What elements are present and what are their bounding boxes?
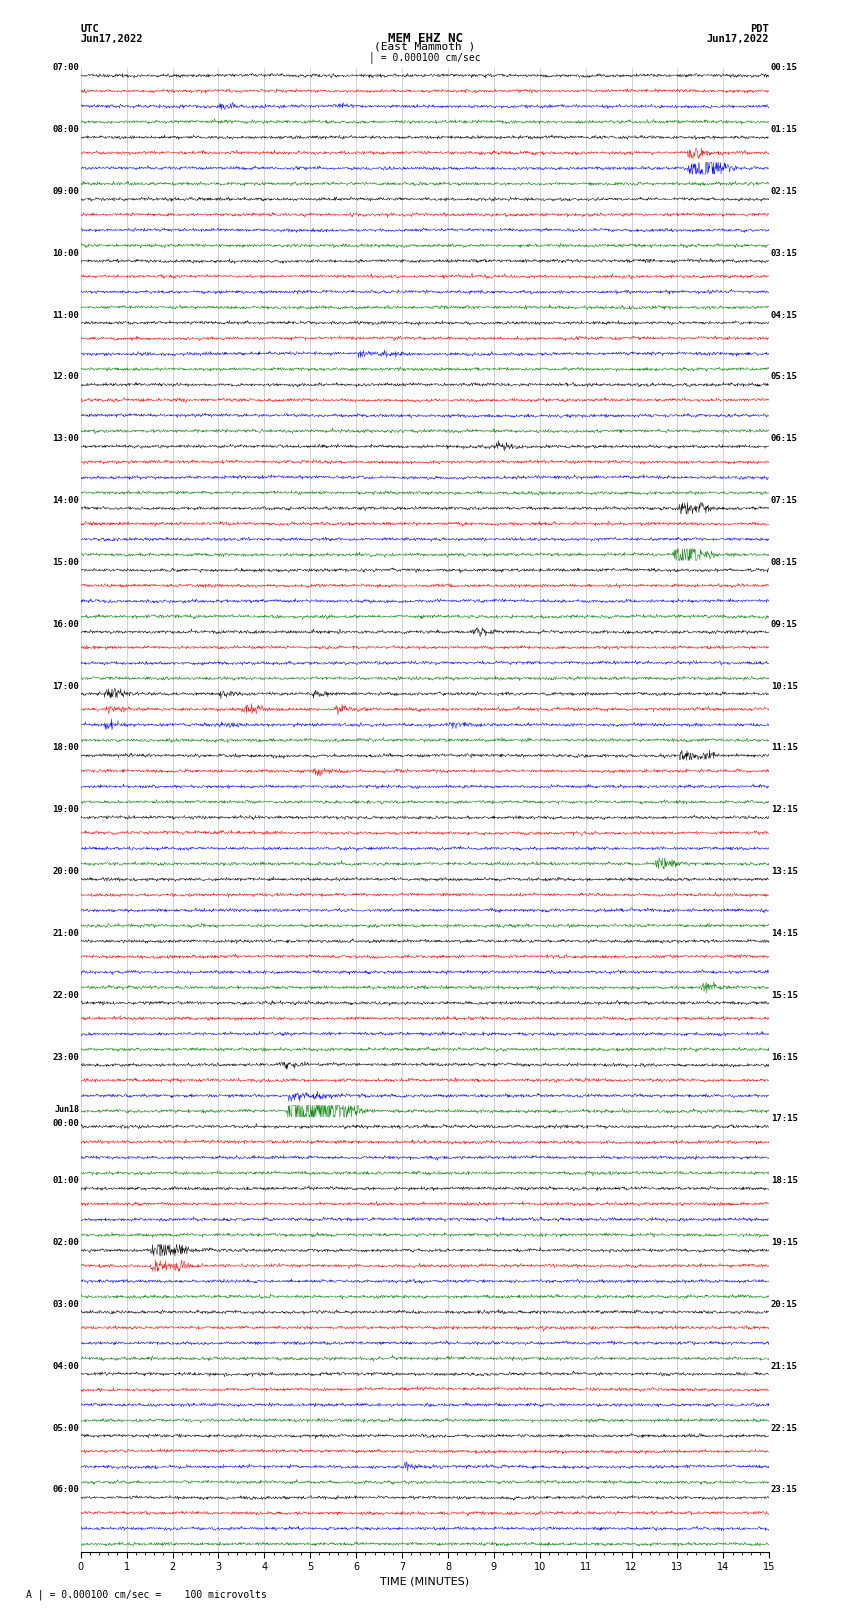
Text: 18:15: 18:15 xyxy=(771,1176,797,1186)
Text: 16:15: 16:15 xyxy=(771,1053,797,1061)
Text: 03:00: 03:00 xyxy=(53,1300,79,1308)
Text: PDT: PDT xyxy=(751,24,769,34)
Text: 22:15: 22:15 xyxy=(771,1424,797,1432)
Text: 13:15: 13:15 xyxy=(771,868,797,876)
Text: 09:15: 09:15 xyxy=(771,619,797,629)
Text: 17:00: 17:00 xyxy=(53,682,79,690)
Text: Jun17,2022: Jun17,2022 xyxy=(81,34,144,44)
Text: 09:00: 09:00 xyxy=(53,187,79,195)
Text: 21:15: 21:15 xyxy=(771,1361,797,1371)
Text: 20:15: 20:15 xyxy=(771,1300,797,1308)
Text: MEM EHZ NC: MEM EHZ NC xyxy=(388,32,462,45)
Text: 23:15: 23:15 xyxy=(771,1486,797,1494)
Text: 13:00: 13:00 xyxy=(53,434,79,444)
Text: 11:00: 11:00 xyxy=(53,311,79,319)
Text: 04:00: 04:00 xyxy=(53,1361,79,1371)
Text: 12:00: 12:00 xyxy=(53,373,79,381)
Text: 19:00: 19:00 xyxy=(53,805,79,815)
Text: 15:15: 15:15 xyxy=(771,990,797,1000)
Text: 11:15: 11:15 xyxy=(771,744,797,752)
Text: 10:15: 10:15 xyxy=(771,682,797,690)
Text: 02:00: 02:00 xyxy=(53,1239,79,1247)
Text: 23:00: 23:00 xyxy=(53,1053,79,1061)
Text: 00:15: 00:15 xyxy=(771,63,797,73)
Text: 01:15: 01:15 xyxy=(771,126,797,134)
Text: A | = 0.000100 cm/sec =    100 microvolts: A | = 0.000100 cm/sec = 100 microvolts xyxy=(26,1589,266,1600)
Text: 04:15: 04:15 xyxy=(771,311,797,319)
Text: 19:15: 19:15 xyxy=(771,1239,797,1247)
Text: 08:15: 08:15 xyxy=(771,558,797,566)
Text: 15:00: 15:00 xyxy=(53,558,79,566)
Text: 22:00: 22:00 xyxy=(53,990,79,1000)
Text: Jun17,2022: Jun17,2022 xyxy=(706,34,769,44)
Text: 00:00: 00:00 xyxy=(53,1119,79,1127)
Text: 07:00: 07:00 xyxy=(53,63,79,73)
Text: 08:00: 08:00 xyxy=(53,126,79,134)
Text: 18:00: 18:00 xyxy=(53,744,79,752)
Text: 05:15: 05:15 xyxy=(771,373,797,381)
Text: 06:15: 06:15 xyxy=(771,434,797,444)
Text: 05:00: 05:00 xyxy=(53,1424,79,1432)
Text: 02:15: 02:15 xyxy=(771,187,797,195)
Text: 03:15: 03:15 xyxy=(771,248,797,258)
Text: Jun18: Jun18 xyxy=(54,1105,79,1115)
Text: 10:00: 10:00 xyxy=(53,248,79,258)
Text: 07:15: 07:15 xyxy=(771,497,797,505)
Text: 01:00: 01:00 xyxy=(53,1176,79,1186)
Text: 16:00: 16:00 xyxy=(53,619,79,629)
Text: 21:00: 21:00 xyxy=(53,929,79,937)
Text: (East Mammoth ): (East Mammoth ) xyxy=(374,42,476,52)
X-axis label: TIME (MINUTES): TIME (MINUTES) xyxy=(381,1576,469,1586)
Text: │ = 0.000100 cm/sec: │ = 0.000100 cm/sec xyxy=(369,52,481,63)
Text: UTC: UTC xyxy=(81,24,99,34)
Text: 06:00: 06:00 xyxy=(53,1486,79,1494)
Text: 17:15: 17:15 xyxy=(771,1115,797,1123)
Text: 14:00: 14:00 xyxy=(53,497,79,505)
Text: 14:15: 14:15 xyxy=(771,929,797,937)
Text: 12:15: 12:15 xyxy=(771,805,797,815)
Text: 20:00: 20:00 xyxy=(53,868,79,876)
